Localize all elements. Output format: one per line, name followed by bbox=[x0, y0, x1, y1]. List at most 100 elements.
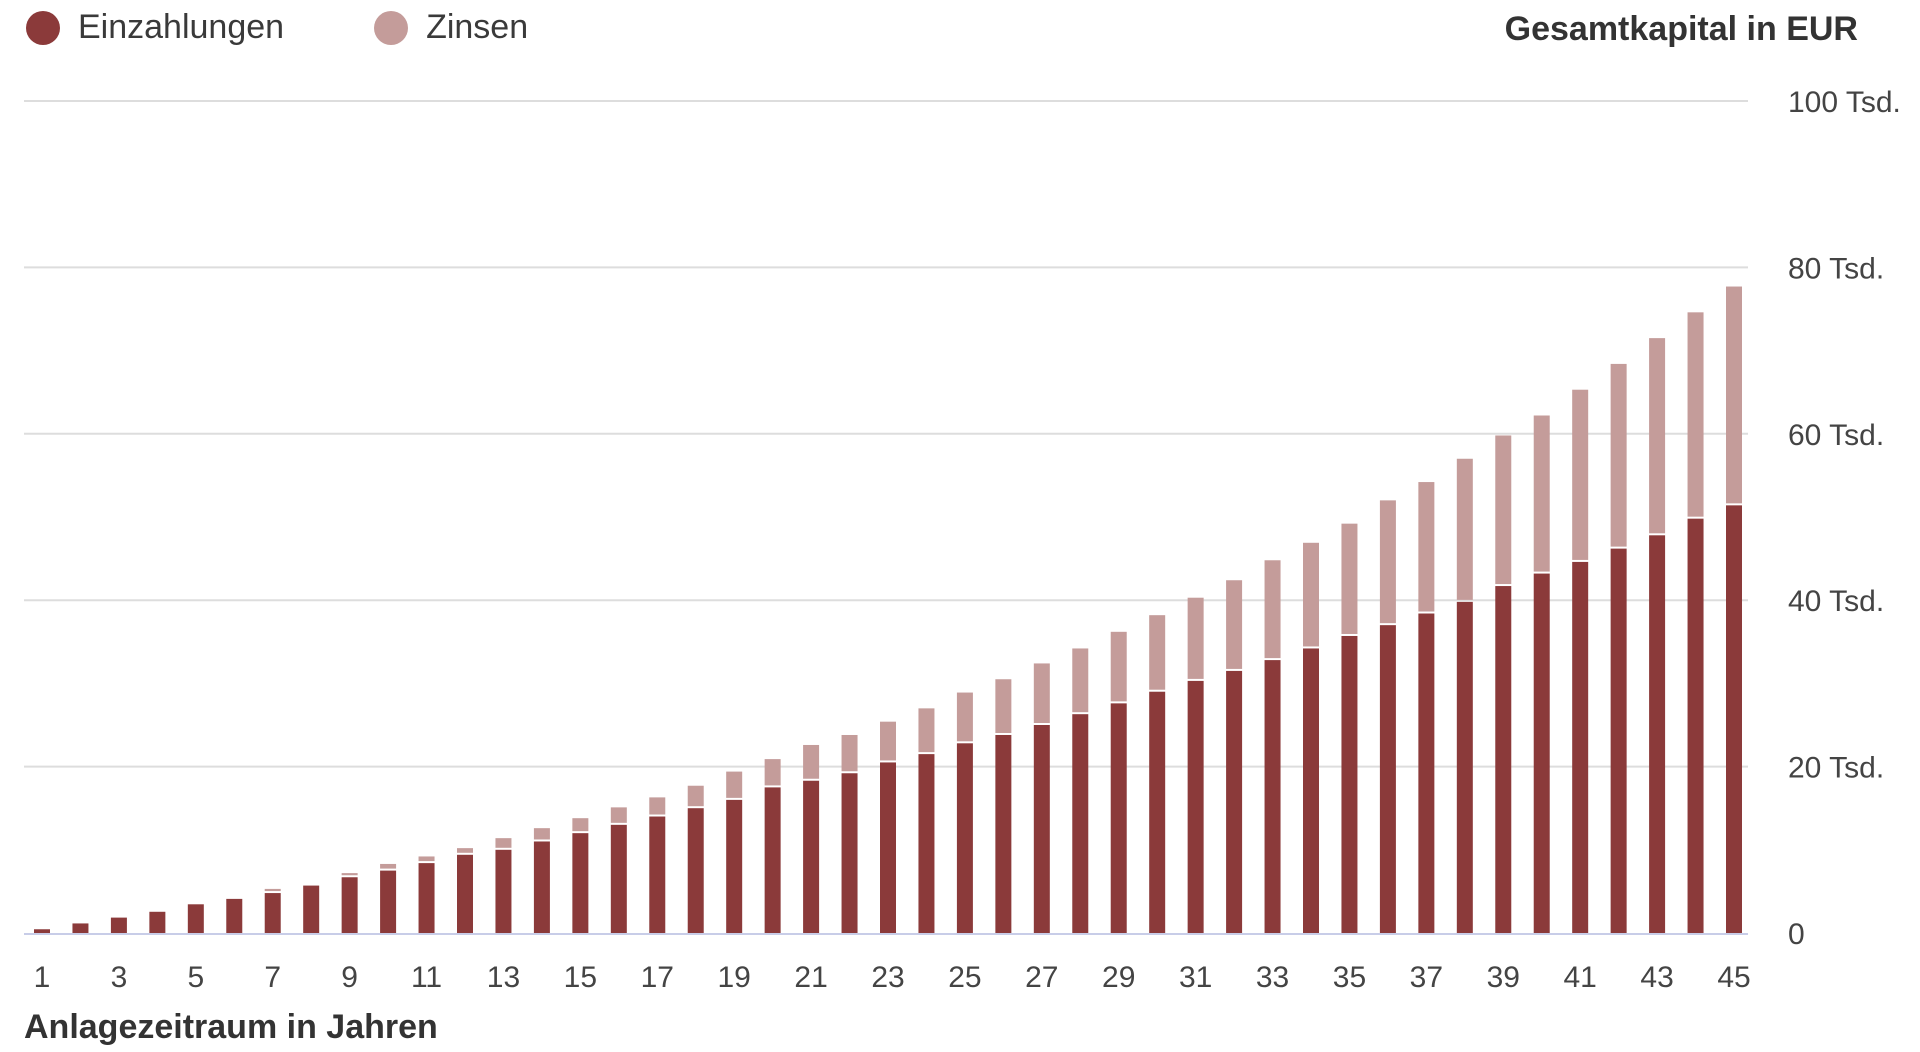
bar-deposits bbox=[34, 929, 50, 933]
bar-deposits bbox=[1726, 505, 1742, 933]
bar-interest bbox=[1726, 286, 1742, 504]
x-tick-label: 27 bbox=[1025, 961, 1058, 994]
bar-deposits bbox=[1379, 625, 1396, 933]
y-axis-title: Gesamtkapital in EUR bbox=[1504, 10, 1858, 48]
bar-interest bbox=[1456, 458, 1473, 600]
bar-interest bbox=[1687, 312, 1704, 517]
y-tick-label: 40 Tsd. bbox=[1788, 585, 1884, 618]
bar-interest bbox=[1649, 338, 1666, 534]
bar-interest bbox=[1341, 523, 1358, 634]
bar-deposits bbox=[764, 787, 781, 933]
bar-deposits bbox=[341, 877, 358, 933]
bar-deposits bbox=[264, 893, 281, 933]
y-tick-label: 60 Tsd. bbox=[1788, 419, 1884, 452]
bar-deposits bbox=[1418, 613, 1435, 933]
x-tick-label: 11 bbox=[411, 961, 442, 994]
bar-deposits bbox=[1110, 703, 1127, 933]
bar-interest bbox=[1610, 363, 1627, 547]
x-tick-label: 23 bbox=[871, 961, 904, 994]
bar-interest bbox=[457, 848, 473, 853]
x-axis-title: Anlagezeitraum in Jahren bbox=[24, 1008, 438, 1046]
x-tick-label: 17 bbox=[641, 961, 674, 994]
bar-interest bbox=[380, 863, 397, 869]
bar-deposits bbox=[1687, 518, 1704, 933]
legend-item-interest[interactable]: Zinsen bbox=[374, 8, 528, 47]
bar-deposits bbox=[572, 833, 589, 933]
bar-deposits bbox=[149, 911, 166, 933]
bar-deposits bbox=[533, 841, 550, 933]
bar-deposits bbox=[1533, 573, 1550, 933]
bar-interest bbox=[918, 708, 935, 753]
bar-deposits bbox=[1264, 660, 1281, 933]
x-tick-label: 29 bbox=[1102, 961, 1135, 994]
x-tick-label: 43 bbox=[1640, 961, 1673, 994]
x-tick-label: 25 bbox=[948, 961, 981, 994]
bar-deposits bbox=[880, 762, 896, 933]
bar-deposits bbox=[687, 808, 704, 933]
bar-interest bbox=[880, 721, 896, 761]
legend-label-interest: Zinsen bbox=[426, 8, 529, 46]
x-tick-label: 7 bbox=[264, 961, 281, 994]
bar-deposits bbox=[380, 870, 397, 933]
bar-deposits bbox=[995, 734, 1012, 933]
bar-deposits bbox=[1572, 561, 1589, 933]
bar-deposits bbox=[610, 824, 627, 933]
bar-interest bbox=[264, 888, 281, 892]
bar-deposits bbox=[457, 854, 473, 933]
bar-interest bbox=[1303, 542, 1319, 647]
bar-interest bbox=[1149, 615, 1166, 690]
x-tick-label: 33 bbox=[1256, 961, 1289, 994]
bar-interest bbox=[1533, 415, 1550, 572]
bar-interest bbox=[841, 734, 858, 772]
x-tick-label: 41 bbox=[1563, 961, 1596, 994]
bar-deposits bbox=[303, 885, 320, 933]
bar-deposits bbox=[72, 923, 89, 933]
bar-interest bbox=[1226, 580, 1243, 669]
bar-deposits bbox=[1341, 635, 1358, 933]
x-tick-label: 5 bbox=[187, 961, 204, 994]
legend-marker-interest bbox=[374, 10, 409, 45]
bar-deposits bbox=[1149, 691, 1166, 933]
bar-interest bbox=[1033, 663, 1050, 723]
bar-deposits bbox=[495, 849, 512, 933]
x-tick-label: 37 bbox=[1410, 961, 1443, 994]
bar-interest bbox=[1379, 500, 1396, 624]
bar-deposits bbox=[956, 743, 973, 933]
bar-interest bbox=[418, 856, 435, 862]
bar-interest bbox=[649, 797, 666, 815]
bar-deposits bbox=[1456, 601, 1473, 933]
bar-interest bbox=[1572, 389, 1589, 560]
bar-interest bbox=[1110, 631, 1127, 702]
bar-deposits bbox=[1226, 670, 1243, 933]
bar-interest bbox=[610, 807, 627, 823]
bar-deposits bbox=[803, 780, 820, 933]
legend-item-deposits[interactable]: Einzahlungen bbox=[26, 8, 284, 47]
bar-deposits bbox=[1187, 680, 1204, 933]
x-tick-label: 1 bbox=[34, 961, 51, 994]
bar-interest bbox=[956, 692, 973, 742]
bar-interest bbox=[726, 771, 743, 798]
bar-deposits bbox=[110, 917, 127, 933]
bar-deposits bbox=[187, 904, 204, 933]
bar-deposits bbox=[649, 816, 666, 933]
bar-deposits bbox=[226, 898, 243, 933]
bar-interest bbox=[495, 838, 512, 848]
bar-interest bbox=[1187, 597, 1204, 679]
x-tick-label: 9 bbox=[341, 961, 358, 994]
bar-interest bbox=[803, 744, 820, 779]
bar-deposits bbox=[1495, 586, 1512, 933]
x-tick-label: 13 bbox=[487, 961, 520, 994]
bar-interest bbox=[341, 873, 358, 876]
bar-deposits bbox=[918, 754, 935, 933]
bar-deposits bbox=[418, 863, 435, 933]
bar-interest bbox=[995, 679, 1012, 733]
y-tick-label: 0 bbox=[1788, 918, 1805, 951]
y-tick-label: 100 Tsd. bbox=[1788, 86, 1901, 119]
legend-marker-deposits bbox=[26, 10, 60, 45]
y-tick-label: 80 Tsd. bbox=[1788, 252, 1884, 285]
legend-label-deposits: Einzahlungen bbox=[78, 8, 285, 46]
x-tick-label: 21 bbox=[794, 961, 827, 994]
bar-deposits bbox=[1072, 714, 1089, 933]
bar-interest bbox=[764, 759, 781, 786]
